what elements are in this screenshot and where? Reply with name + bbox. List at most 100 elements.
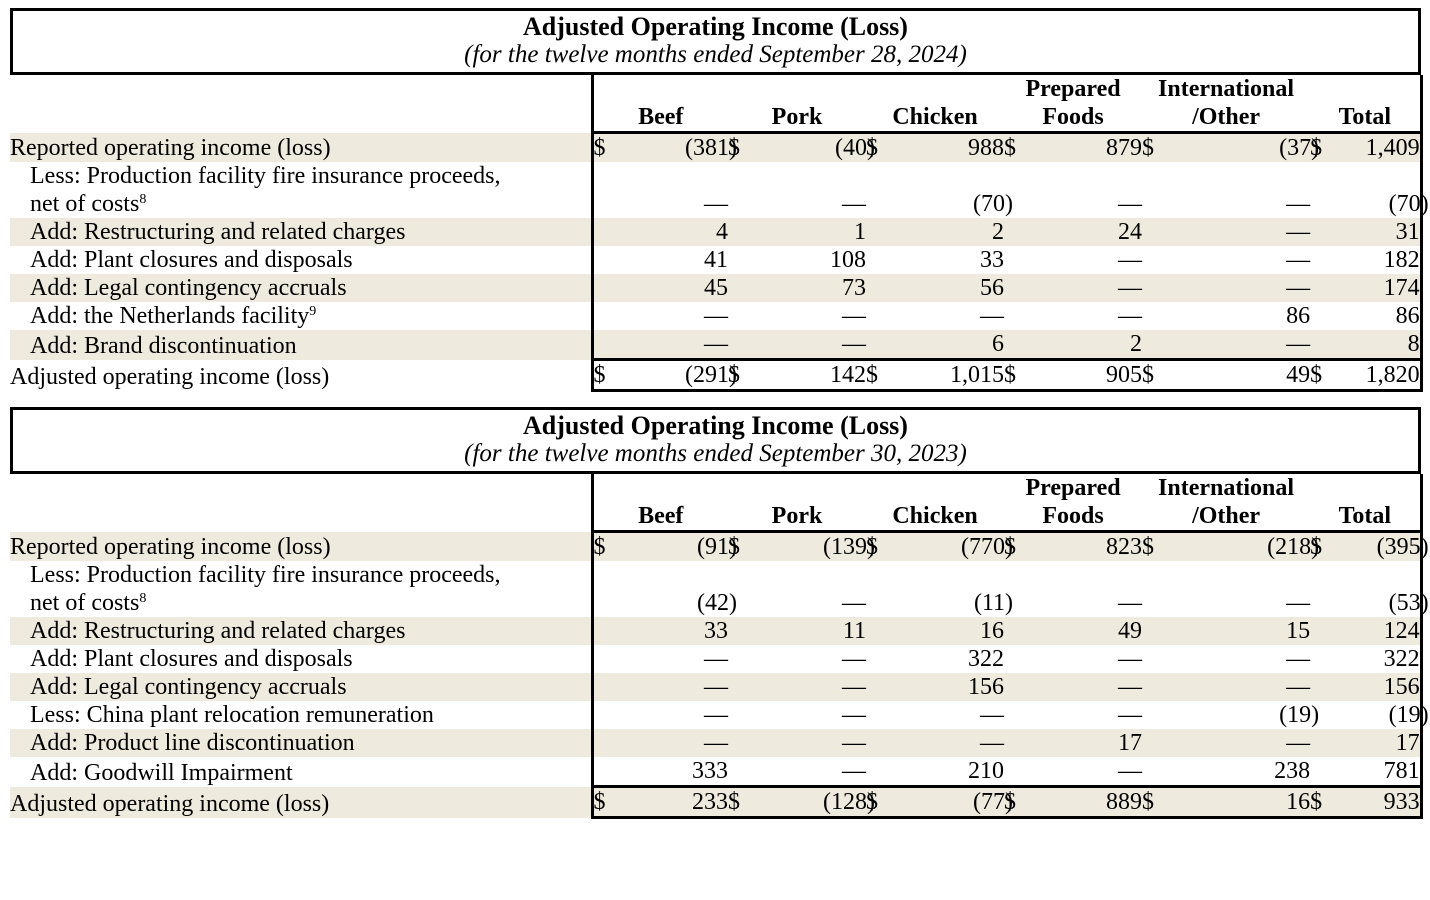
dollar-sign-cell bbox=[590, 645, 622, 673]
row-label-line: Add: Legal contingency accruals bbox=[30, 275, 347, 301]
table-row: Add: Legal contingency accruals 45 73 56 — — 1… bbox=[10, 274, 1423, 302]
row-label-line: Less: Production facility fire insurance… bbox=[30, 163, 501, 189]
dollar-sign-cell bbox=[590, 162, 622, 218]
row-label-line: Adjusted operating income (loss) bbox=[10, 790, 330, 817]
cell-value: — bbox=[622, 330, 728, 360]
cell-value: 889 bbox=[1034, 785, 1143, 819]
cell-value: — bbox=[1172, 673, 1311, 701]
cell-value: 17 bbox=[1340, 729, 1423, 757]
value-text: — bbox=[704, 191, 728, 217]
column-header-line: Beef bbox=[638, 503, 684, 529]
dollar-sign: $ bbox=[866, 789, 879, 815]
financial-table-section: Adjusted Operating Income (Loss) (for the… bbox=[10, 8, 1429, 392]
cell-value: 233 bbox=[622, 785, 728, 819]
value-text: 33 bbox=[980, 247, 1005, 273]
table-row: Add: Product line discontinuation — — — 17 — 1… bbox=[10, 729, 1423, 757]
value-text: 31 bbox=[1395, 219, 1420, 245]
value-text: — bbox=[1118, 590, 1143, 616]
table-row: Less: Production facility fire insurance… bbox=[10, 162, 1429, 218]
dollar-sign-cell: $ bbox=[1310, 531, 1341, 561]
dollar-sign-cell: $ bbox=[1142, 358, 1173, 392]
cell-value: 933 bbox=[1340, 785, 1423, 819]
cell-value: 16 bbox=[1172, 785, 1311, 819]
value-text: — bbox=[704, 702, 728, 728]
value-text: 322 bbox=[968, 646, 1005, 672]
value-text: 233 bbox=[692, 789, 728, 815]
value-text: — bbox=[704, 730, 728, 756]
cell-value: (42) bbox=[622, 561, 737, 617]
dollar-sign-cell bbox=[590, 330, 622, 360]
dollar-sign-cell: $ bbox=[1142, 531, 1173, 561]
cell-value: (381) bbox=[622, 132, 737, 162]
value-text: 156 bbox=[968, 674, 1005, 700]
cell-value: — bbox=[896, 302, 1004, 330]
value-text: 8 bbox=[1407, 331, 1420, 357]
dollar-sign: $ bbox=[1310, 362, 1323, 388]
dollar-sign-cell bbox=[728, 274, 758, 302]
dollar-sign: $ bbox=[728, 362, 740, 388]
value-text: — bbox=[980, 730, 1005, 756]
header-row: Beef Pork Chicken Prepared Foods Internationa… bbox=[10, 75, 1423, 134]
cell-value: 24 bbox=[1034, 218, 1143, 246]
row-label: Add: Product line discontinuation bbox=[10, 729, 592, 757]
value-text: — bbox=[1286, 646, 1311, 672]
value-text: 933 bbox=[1383, 789, 1420, 815]
row-label: Reported operating income (loss) bbox=[10, 132, 592, 162]
cell-value: 86 bbox=[1172, 302, 1310, 330]
cell-value: 33 bbox=[896, 246, 1004, 274]
value-text: — bbox=[980, 303, 1005, 329]
value-text: 2 bbox=[992, 219, 1005, 245]
footnote-reference: 8 bbox=[139, 591, 147, 606]
table-subtitle: (for the twelve months ended September 3… bbox=[464, 440, 967, 467]
dollar-sign-cell bbox=[866, 218, 897, 246]
dollar-sign-cell bbox=[1310, 162, 1340, 218]
value-text: — bbox=[1286, 247, 1311, 273]
table-row: Add: Goodwill Impairment 333 — 210 — 238 781 bbox=[10, 757, 1423, 787]
cell-value: 49 bbox=[1034, 617, 1143, 645]
dollar-sign-cell: $ bbox=[590, 132, 622, 162]
value-text: — bbox=[1118, 247, 1143, 273]
header-row: Beef Pork Chicken Prepared Foods Internationa… bbox=[10, 474, 1423, 533]
cell-value: — bbox=[1034, 561, 1142, 617]
dollar-sign: $ bbox=[593, 789, 606, 815]
column-header-line: Pork bbox=[771, 503, 823, 529]
table-title: Adjusted Operating Income (Loss) bbox=[523, 411, 908, 440]
dollar-sign-cell bbox=[866, 274, 897, 302]
dollar-sign-cell bbox=[590, 701, 622, 729]
value-text: (70) bbox=[973, 191, 1014, 217]
cell-value: 56 bbox=[896, 274, 1005, 302]
cell-value: 182 bbox=[1340, 246, 1423, 274]
row-label: Add: Brand discontinuation bbox=[10, 330, 592, 360]
dollar-sign-cell bbox=[590, 757, 622, 787]
value-text: 49 bbox=[1118, 618, 1143, 644]
dollar-sign: $ bbox=[728, 135, 740, 161]
dollar-sign-cell: $ bbox=[866, 358, 897, 392]
dollar-sign-cell bbox=[1004, 302, 1034, 330]
value-text: — bbox=[1118, 702, 1143, 728]
dollar-sign-cell bbox=[1310, 757, 1340, 787]
row-label-line: net of costs bbox=[30, 191, 140, 217]
column-header-line: Chicken bbox=[892, 104, 978, 130]
dollar-sign-cell bbox=[1310, 561, 1340, 617]
row-label-line: Add: Goodwill Impairment bbox=[30, 759, 293, 786]
table-row: Reported operating income (loss) $ (91) $ (1… bbox=[10, 531, 1429, 561]
dollar-sign-cell: $ bbox=[866, 132, 897, 162]
dollar-sign-cell bbox=[1142, 330, 1173, 360]
cell-value: 238 bbox=[1172, 757, 1310, 787]
cell-value: 988 bbox=[896, 132, 1005, 162]
dollar-sign-cell bbox=[1004, 617, 1035, 645]
dollar-sign: $ bbox=[1310, 789, 1323, 815]
cell-value: 823 bbox=[1034, 531, 1143, 561]
cell-value: 108 bbox=[758, 246, 866, 274]
value-text: 73 bbox=[842, 275, 867, 301]
dollar-sign-cell bbox=[1004, 729, 1035, 757]
value-text: 142 bbox=[830, 362, 867, 388]
row-label: Reported operating income (loss) bbox=[10, 531, 592, 561]
row-label-line: Less: China plant relocation remuneratio… bbox=[30, 702, 434, 728]
value-text: — bbox=[704, 303, 728, 329]
dollar-sign: $ bbox=[1142, 362, 1155, 388]
cell-value: 49 bbox=[1172, 358, 1311, 392]
value-text: 6 bbox=[992, 331, 1005, 357]
footnote-reference: 9 bbox=[309, 304, 317, 319]
cell-value: (40) bbox=[758, 132, 875, 162]
